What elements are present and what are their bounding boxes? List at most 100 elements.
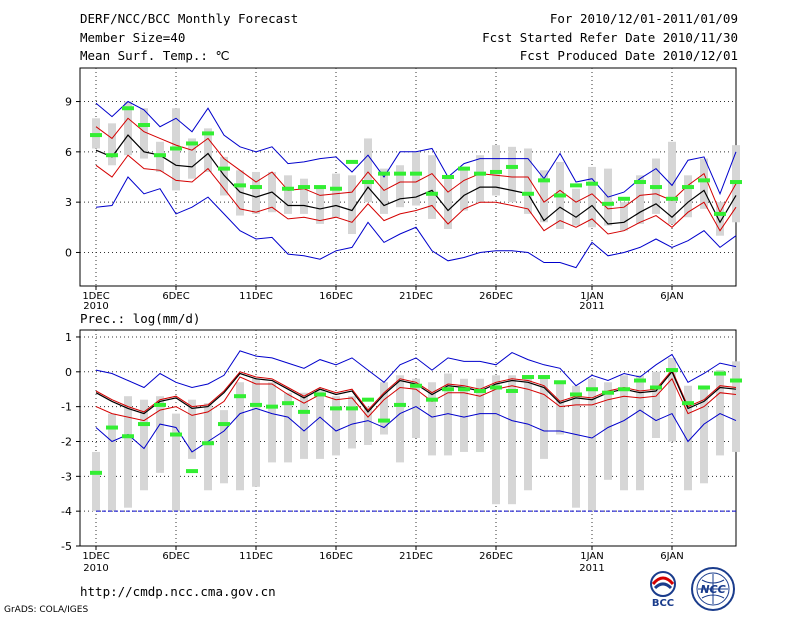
ensemble-box [460,168,468,211]
ensemble-box [524,148,532,214]
observed-marker [586,181,598,186]
ensemble-box [332,173,340,218]
ensemble-box [124,396,132,508]
observed-marker [330,406,342,411]
ensemble-box [444,177,452,229]
ensemble-box [636,175,644,224]
forecast-period: For 2010/12/01-2011/01/09 [549,11,738,26]
ensemble-box [476,155,484,203]
ensemble-box [284,392,292,463]
observed-marker [506,388,518,393]
ensemble-box [348,396,356,449]
observed-marker [250,402,262,407]
ensemble-box [92,451,100,512]
observed-marker [602,390,614,395]
observed-marker [154,402,166,407]
y-tick-label: -5 [61,540,72,553]
observed-marker [730,180,742,185]
observed-marker [442,175,454,179]
observed-marker [106,153,118,158]
observed-marker [218,166,230,171]
x-tick-label: 6JAN [660,291,683,302]
svg-text:BCC: BCC [652,598,674,608]
ensemble-box [316,389,324,459]
observed-marker [410,383,422,388]
observed-marker [650,385,662,390]
observed-marker [522,375,534,380]
ensemble-box [652,371,660,438]
y-tick-label: -1 [61,401,72,414]
x-tick-label: 16DEC [319,551,353,562]
max-line [95,100,737,198]
observed-marker [474,388,486,393]
observed-marker [682,185,694,190]
y-tick-label: 0 [65,366,72,379]
ensemble-box [716,370,724,456]
forecast-produced-date: Fcst Produced Date 2010/12/01 [519,48,738,63]
observed-marker [330,186,342,191]
x-tick-label: 1DEC [82,551,109,562]
bcc-logo: BCC [643,568,683,612]
ensemble-box [668,357,676,442]
observed-marker [650,185,662,190]
ensemble-box [428,155,436,219]
y-tick-label: 0 [65,246,72,259]
ensemble-box [300,392,308,459]
observed-marker [730,378,742,383]
min-line [95,176,737,269]
ensemble-box [588,166,596,228]
ensemble-box [380,382,388,435]
y-tick-label: -4 [61,505,72,518]
ensemble-box [540,378,548,459]
x-tick-label: 6JAN [660,551,683,562]
lower-percentile-line [95,154,737,235]
observed-marker [170,432,182,437]
ensemble-box [236,170,244,216]
ensemble-box [684,385,692,491]
source-url[interactable]: http://cmdp.ncc.cma.gov.cn [80,584,276,599]
ensemble-box [460,378,468,452]
observed-marker [90,470,102,475]
ensemble-box [700,158,708,209]
ensemble-box [396,375,404,463]
ensemble-box [620,202,628,231]
observed-marker [250,185,262,190]
ensemble-box [156,396,164,473]
observed-marker [634,180,646,185]
grads-credit: GrADS: COLA/IGES [4,605,89,615]
ensemble-box [252,171,260,214]
observed-marker [362,180,374,185]
observed-marker [154,153,166,158]
observed-marker [122,106,134,111]
observed-marker [298,185,310,190]
observed-marker [618,196,630,201]
observed-marker [522,191,534,196]
observed-marker [570,183,582,188]
observed-marker [122,434,134,439]
observed-marker [234,394,246,399]
observed-marker [314,392,326,397]
observed-marker [170,146,182,151]
observed-marker [426,397,438,402]
observed-marker [202,131,214,136]
ensemble-box [428,382,436,456]
observed-marker [202,441,214,446]
observed-marker [282,401,294,406]
forecast-start-date: Fcst Started Refer Date 2010/11/30 [482,30,738,45]
ensemble-box [396,165,404,208]
ensemble-box [700,385,708,484]
y-tick-label: -2 [61,435,72,448]
observed-marker [618,387,630,392]
ensemble-box [572,188,580,226]
observed-marker [90,133,102,138]
observed-marker [426,191,438,196]
ensemble-box [316,188,324,224]
observed-marker [138,123,150,128]
svg-text:NCC: NCC [700,583,725,596]
max-line [95,350,737,389]
observed-marker [682,401,694,406]
x-tick-label: 21DEC [399,551,433,562]
ensemble-box [300,178,308,214]
